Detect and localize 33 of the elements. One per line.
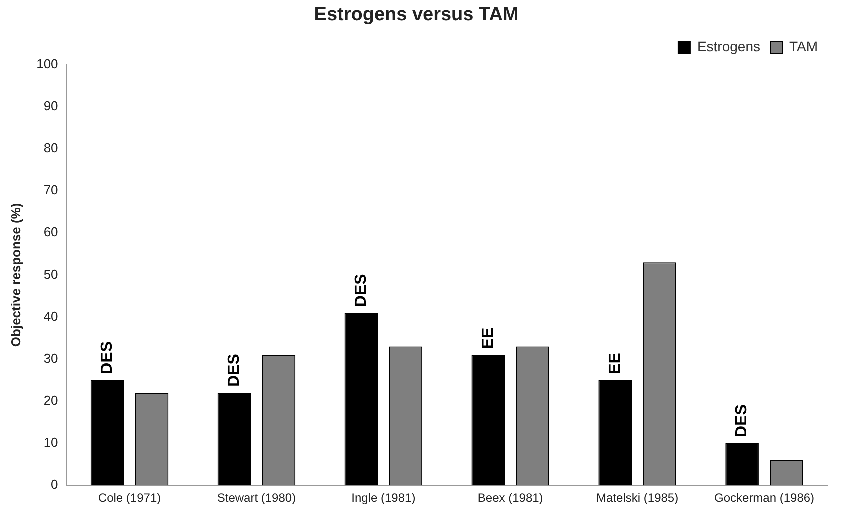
bar [726,444,759,486]
y-axis-title: Objective response (%) [8,203,24,348]
y-tick-label: 90 [44,98,58,114]
x-tick-label: Cole (1971) [98,491,162,506]
bar [598,380,632,486]
annotation: EE [480,327,497,350]
legend-label: Estrogens [697,38,760,55]
y-tick-label: 0 [51,477,58,492]
annotation: DES [352,274,370,308]
y-tick-label: 60 [44,224,58,240]
annotation: DES [226,354,243,388]
bar [218,393,252,486]
annotation: DES [734,404,751,438]
y-tick-label: 40 [44,308,58,324]
y-tick-label: 50 [44,266,58,282]
annotation: EE [606,352,624,374]
y-tick-label: 100 [36,56,58,72]
bar [344,313,378,486]
y-tick-label: 10 [44,435,58,450]
x-tick-label: Matelski (1985) [596,491,679,506]
y-tick-label: 30 [44,350,58,366]
chart-title: Estrogens versus TAM [314,4,519,26]
legend-label: TAM [789,38,818,55]
bar [472,355,506,486]
y-tick-label: 20 [44,393,58,408]
x-tick-label: Stewart (1980) [217,491,296,506]
annotation: DES [98,341,116,374]
x-tick-label: Gockerman (1986) [714,491,815,506]
y-tick-label: 70 [44,182,58,198]
x-tick-label: Beex (1981) [478,491,544,506]
bar [90,380,124,486]
y-tick-label: 80 [44,140,58,156]
x-tick-label: Ingle (1981) [352,491,416,506]
